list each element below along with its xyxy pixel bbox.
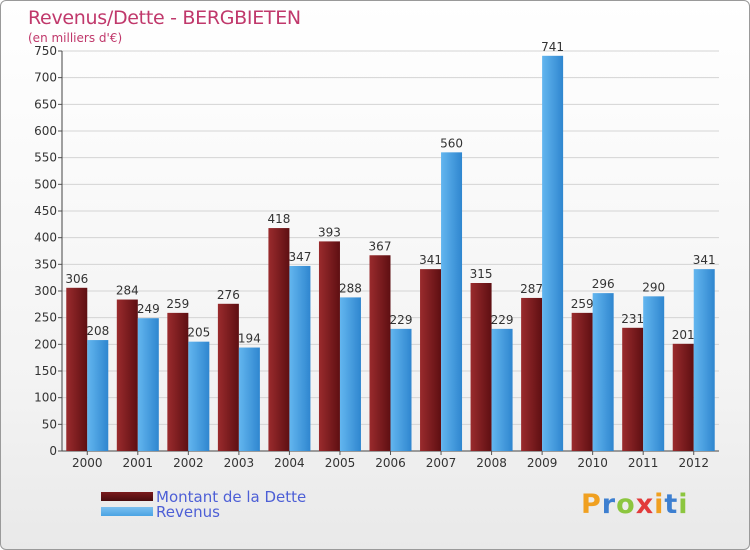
data-label: 288 xyxy=(339,281,362,295)
logo-letter: r xyxy=(601,489,617,520)
logo-letter: x xyxy=(635,489,655,520)
data-label: 341 xyxy=(419,253,442,267)
y-tick-label: 350 xyxy=(34,257,57,271)
legend-swatch-revenus xyxy=(101,507,153,516)
y-tick-label: 100 xyxy=(34,391,57,405)
bar-dette xyxy=(268,228,290,451)
y-tick-label: 0 xyxy=(49,444,57,458)
x-tick-label: 2010 xyxy=(577,456,608,470)
bar-dette xyxy=(167,312,189,451)
data-label: 306 xyxy=(65,272,88,286)
data-label: 315 xyxy=(470,267,493,281)
bar-dette xyxy=(470,283,492,451)
x-tick-label: 2007 xyxy=(426,456,457,470)
bar-revenus xyxy=(491,328,513,451)
y-tick-label: 650 xyxy=(34,97,57,111)
bar-dette xyxy=(116,299,138,451)
data-label: 276 xyxy=(217,288,240,302)
chart-subtitle: (en milliers d'€) xyxy=(28,31,123,45)
data-label: 249 xyxy=(137,302,160,316)
y-tick-label: 50 xyxy=(42,417,57,431)
y-tick-label: 600 xyxy=(34,124,57,138)
logo-letter: P xyxy=(581,489,602,520)
y-tick-label: 200 xyxy=(34,337,57,351)
x-tick-label: 2009 xyxy=(527,456,558,470)
chart-title: Revenus/Dette - BERGBIETEN xyxy=(28,7,301,29)
x-tick-label: 2002 xyxy=(173,456,204,470)
x-tick-label: 2003 xyxy=(224,456,255,470)
x-tick-label: 2005 xyxy=(325,456,356,470)
x-tick-label: 2006 xyxy=(375,456,406,470)
logo-letter: t xyxy=(664,489,679,520)
y-tick-label: 450 xyxy=(34,204,57,218)
bar-revenus xyxy=(188,341,210,451)
data-label: 259 xyxy=(166,297,189,311)
bar-revenus xyxy=(643,296,665,451)
bar-revenus xyxy=(441,152,463,452)
y-tick-label: 550 xyxy=(34,151,57,165)
y-tick-label: 250 xyxy=(34,311,57,325)
data-label: 208 xyxy=(86,324,109,338)
data-label: 341 xyxy=(693,253,716,267)
y-tick-label: 150 xyxy=(34,364,57,378)
data-label: 560 xyxy=(440,136,463,150)
bar-dette xyxy=(369,255,391,451)
data-label: 194 xyxy=(238,332,261,346)
y-tick-label: 500 xyxy=(34,177,57,191)
x-tick-label: 2008 xyxy=(476,456,507,470)
y-tick-label: 300 xyxy=(34,284,57,298)
data-label: 201 xyxy=(672,328,695,342)
bar-dette xyxy=(672,343,694,451)
data-label: 741 xyxy=(541,40,564,54)
bar-dette xyxy=(420,269,442,451)
data-label: 205 xyxy=(187,326,210,340)
data-label: 347 xyxy=(288,250,311,264)
bar-dette xyxy=(66,287,88,451)
bar-revenus xyxy=(289,265,311,451)
logo-letter: i xyxy=(654,489,665,520)
data-label: 290 xyxy=(642,280,665,294)
bar-dette xyxy=(318,241,340,451)
data-label: 296 xyxy=(592,277,615,291)
legend-label-dette: Montant de la Dette xyxy=(156,488,307,506)
legend-label-revenus: Revenus xyxy=(156,503,220,521)
data-label: 287 xyxy=(520,282,543,296)
bar-revenus xyxy=(137,318,159,451)
legend-swatch-dette xyxy=(101,492,153,501)
data-label: 418 xyxy=(267,212,290,226)
x-tick-label: 2011 xyxy=(628,456,659,470)
y-tick-label: 700 xyxy=(34,71,57,85)
bar-dette xyxy=(622,327,644,451)
bar-dette xyxy=(521,297,543,451)
x-tick-label: 2001 xyxy=(123,456,154,470)
bar-revenus xyxy=(693,269,715,451)
logo-letter: i xyxy=(678,489,689,520)
data-label: 229 xyxy=(491,313,514,327)
data-label: 229 xyxy=(390,313,413,327)
bar-dette xyxy=(571,312,593,451)
bar-revenus xyxy=(87,340,109,451)
x-tick-label: 2012 xyxy=(678,456,709,470)
bar-revenus xyxy=(390,328,412,451)
data-label: 367 xyxy=(369,239,392,253)
x-tick-label: 2004 xyxy=(274,456,305,470)
data-label: 393 xyxy=(318,225,341,239)
y-tick-label: 400 xyxy=(34,231,57,245)
data-label: 231 xyxy=(621,312,644,326)
x-tick-label: 2000 xyxy=(72,456,103,470)
data-label: 284 xyxy=(116,284,139,298)
bar-revenus xyxy=(238,347,260,451)
bar-dette xyxy=(217,303,239,451)
logo-letter: o xyxy=(616,489,636,520)
bar-revenus xyxy=(542,55,564,452)
bar-revenus xyxy=(592,293,614,451)
data-label: 259 xyxy=(571,297,594,311)
proxiti-logo: Proxiti xyxy=(581,489,689,520)
y-tick-label: 750 xyxy=(34,44,57,58)
bar-revenus xyxy=(339,297,361,451)
